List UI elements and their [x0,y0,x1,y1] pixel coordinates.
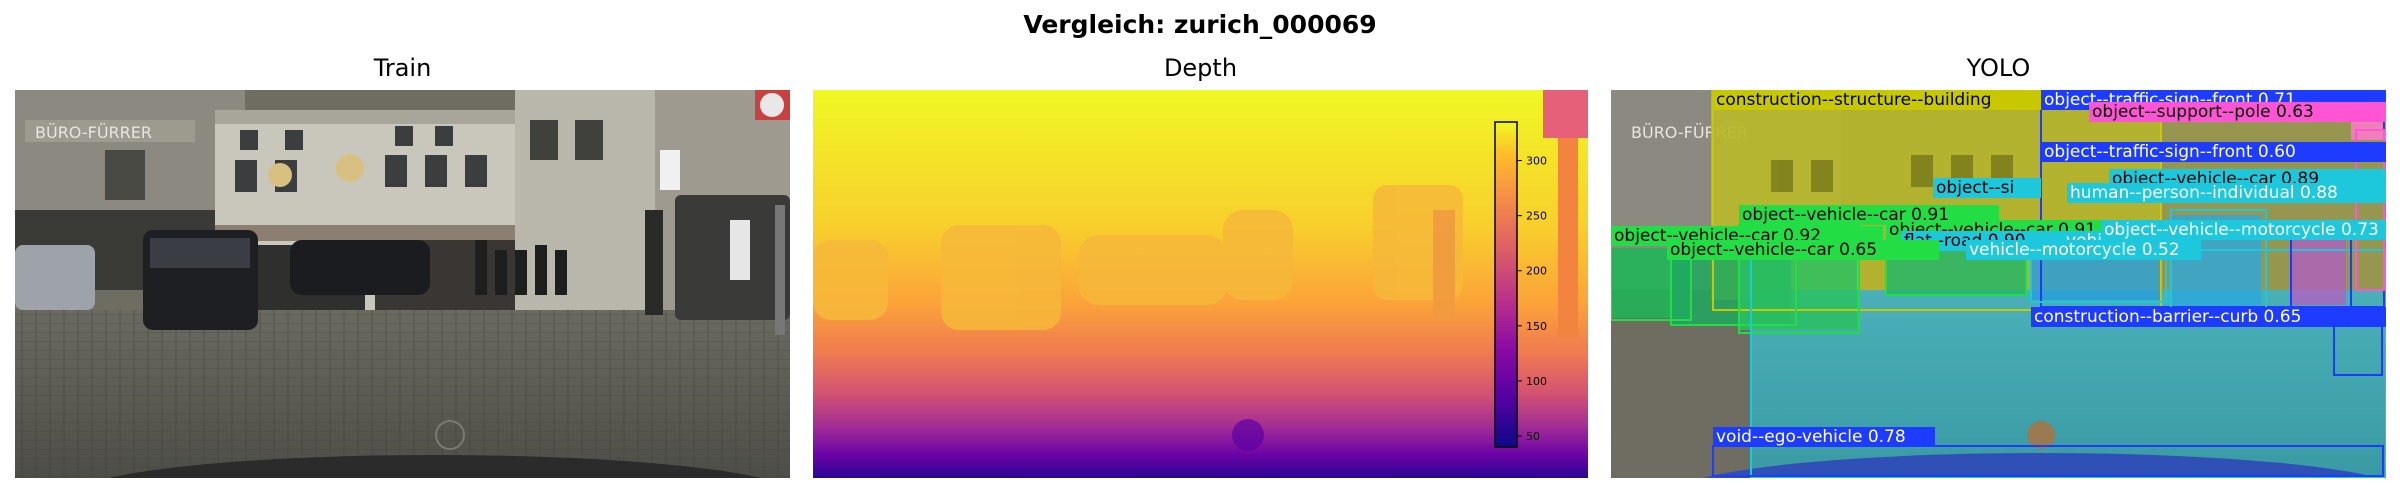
colorbar-ticks: 50 100 150 200 250 300 [1517,155,1547,443]
svg-text:object--vehicle--motorcycle 0.: object--vehicle--motorcycle 0.73 [2104,220,2379,240]
svg-text:human--person--individual 0.88: human--person--individual 0.88 [2070,183,2338,203]
detection-label-ego-vehicle: void--ego-vehicle 0.78 [1713,427,1935,447]
svg-text:object--support--pole 0.63: object--support--pole 0.63 [2092,102,2314,122]
yolo-segmentation: BÜRO-FÜRRER [1611,90,2386,478]
detection-label-car-5: object--vehicle--car 0.65 [1667,240,1939,260]
svg-text:void--ego-vehicle 0.78: void--ego-vehicle 0.78 [1716,427,1906,447]
svg-text:object--vehicle--car 0.65: object--vehicle--car 0.65 [1670,240,1877,260]
detection-label-motorcycle-1: object--vehicle--motorcycle 0.73 [2101,220,2386,240]
yolo-panel-title: YOLO [1966,54,2031,82]
figure-title: Vergleich: zurich_000069 [1023,10,1377,39]
svg-text:construction--structure--build: construction--structure--building [1716,90,1992,110]
svg-text:construction--barrier--curb 0.: construction--barrier--curb 0.65 [2034,307,2301,327]
svg-text:object--si: object--si [1936,178,2014,198]
colorbar-tick-label: 50 [1526,430,1540,443]
detection-label-motorcycle-2: vehicle--motorcycle 0.52 [1966,240,2201,260]
depth-map: 50 100 150 200 250 300 [813,90,1588,478]
detection-label-building: construction--structure--building [1713,90,2045,110]
detection-label-traffic-sign-2: object--traffic-sign--front 0.60 [2041,142,2386,162]
colorbar-tick-label: 300 [1526,155,1547,168]
detection-labels: construction--structure--building object… [1611,90,2386,447]
shop-sign: BÜRO-FÜRRER [35,123,152,142]
train-panel-title: Train [373,54,432,82]
depth-panel-title: Depth [1163,54,1238,82]
street-scene-photo: BÜRO-FÜRRER [15,90,790,478]
detection-label-person: human--person--individual 0.88 [2067,183,2386,203]
colorbar-tick-label: 200 [1526,265,1547,278]
colorbar-tick-label: 250 [1526,210,1547,223]
depth-colorbar: 50 100 150 200 250 300 [1494,121,1547,448]
yolo-image: BÜRO-FÜRRER [1611,90,2386,478]
colorbar-tick-label: 150 [1526,320,1547,333]
detection-label-curb: construction--barrier--curb 0.65 [2031,307,2386,327]
svg-text:vehicle--motorcycle 0.52: vehicle--motorcycle 0.52 [1969,240,2180,260]
svg-text:object--traffic-sign--front 0.: object--traffic-sign--front 0.60 [2044,142,2296,162]
depth-image: 50 100 150 200 250 300 [813,90,1588,478]
colorbar-tick-label: 100 [1526,375,1547,388]
detection-label-sign-partial: object--si [1933,178,2041,198]
train-image: BÜRO-FÜRRER [15,90,790,478]
detection-label-pole: object--support--pole 0.63 [2089,102,2386,122]
